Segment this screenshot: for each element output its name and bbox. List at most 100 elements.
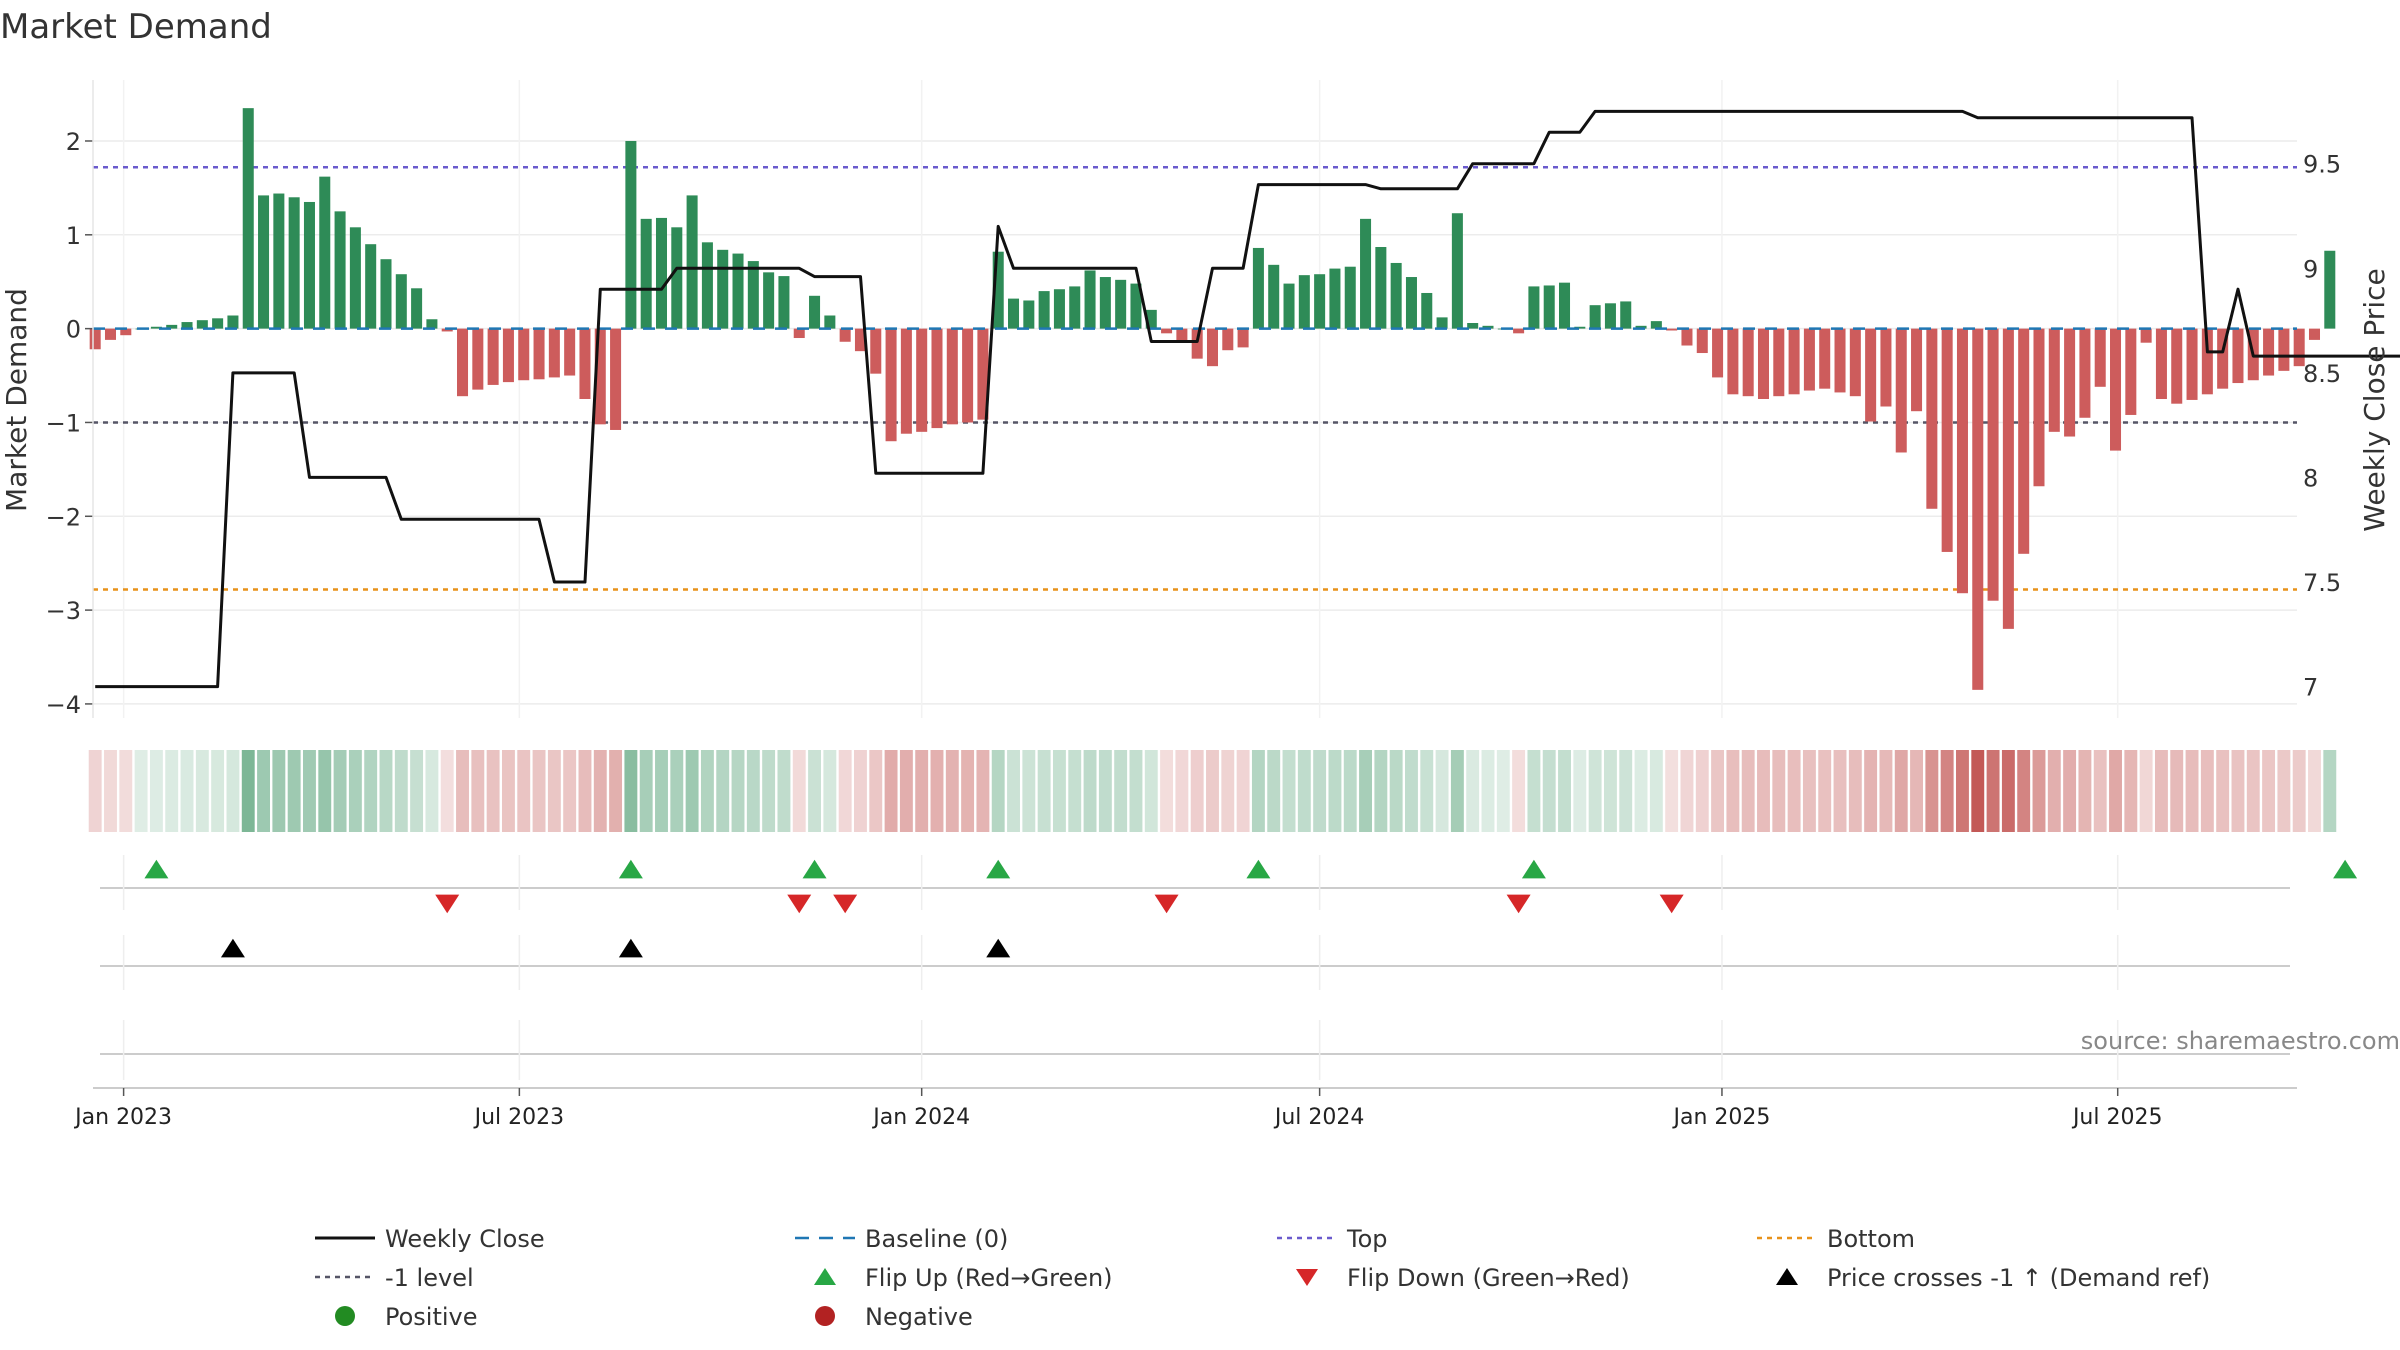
demand-bar [548,328,560,378]
flip-up-marker [986,859,1011,879]
heat-cell [1711,750,1725,832]
demand-bar [1360,218,1372,329]
demand-bar [1283,283,1295,329]
heat-cell [2323,750,2337,832]
heat-cell [1802,750,1816,832]
legend-label: Price crosses -1 ↑ (Demand ref) [1827,1264,2210,1292]
demand-bar [89,328,101,350]
heat-cell [2032,750,2046,832]
demand-bar [1834,328,1846,393]
heat-cell [976,750,990,832]
heat-cell [1910,750,1924,832]
heat-cell [471,750,485,832]
heat-cell [517,750,531,832]
demand-bar [809,295,821,329]
demand-bar [1911,328,1923,412]
heat-cell [2124,750,2138,832]
heat-cell [563,750,577,832]
demand-bar [1987,328,1999,601]
demand-bar [1314,274,1326,329]
demand-bar [1008,298,1020,329]
x-tick-label: Jul 2023 [473,1105,565,1130]
heat-cell [1343,750,1357,832]
demand-bar [1712,328,1724,378]
heat-cell [1420,750,1434,832]
source-note: source: sharemaestro.com [2081,1027,2400,1055]
heat-cell [1144,750,1158,832]
demand-bar [1819,328,1831,389]
legend-label: Baseline (0) [865,1225,1008,1253]
demand-bar [319,176,331,329]
heat-cell [241,750,255,832]
y2-tick-label: 8 [2303,464,2318,492]
heat-cell [1374,750,1388,832]
demand-heat-strip [88,750,2337,832]
heat-cell [593,750,607,832]
demand-bar [227,315,239,329]
heat-cell [930,750,944,832]
demand-bar [1865,328,1877,422]
demand-bar [472,328,484,390]
price-cross-marker [986,938,1011,958]
heat-cell [2262,750,2276,832]
demand-bar [457,328,469,397]
heat-cell [2292,750,2306,832]
heat-cell [2093,750,2107,832]
heat-cell [88,750,102,832]
demand-bar [655,217,668,329]
demand-bar [594,328,606,425]
heat-cell [1971,750,1985,832]
demand-bar [1390,262,1402,329]
heat-cell [410,750,424,832]
signal-panels [100,855,2358,1080]
heat-cell [2017,750,2031,832]
weekly-close-line [95,109,2400,689]
heat-cell [2200,750,2214,832]
legend-item: Weekly Close [315,1225,545,1253]
demand-bar [885,328,897,442]
demand-bar [1206,328,1219,367]
heat-cell [1068,750,1082,832]
heat-cell [2001,750,2015,832]
heat-cell [1558,750,1571,832]
demand-bar [1559,282,1571,329]
heat-cell [2154,750,2168,832]
heat-cell [961,750,975,832]
heat-cell [195,750,209,832]
demand-bar [854,328,866,352]
heat-cell [609,750,623,832]
heat-cell [1787,750,1801,832]
heat-cell [1573,750,1587,832]
heat-cell [2231,750,2245,832]
y-tick-label: −4 [46,691,81,719]
heat-cell [1925,750,1939,832]
heat-cell [1007,750,1020,832]
demand-bar [1191,328,1203,359]
heat-cell [1160,750,1174,832]
heat-cell [1496,750,1510,832]
heat-cell [1313,750,1327,832]
demand-bar [1574,326,1586,329]
heat-cell [685,750,699,832]
flip-up-marker [1521,859,1546,879]
flip-down-marker [1506,894,1531,914]
heat-cell [1894,750,1908,832]
demand-bar [1467,323,1479,329]
demand-bar [2110,328,2122,451]
chart-title: Market Demand [0,7,272,47]
demand-bar [2232,328,2244,384]
heat-cell [2139,750,2153,832]
heat-cell [991,750,1005,832]
heat-cell [1450,750,1464,832]
demand-bar [900,328,912,434]
demand-bar [1344,266,1356,329]
heat-cell [1512,750,1526,832]
heat-cell [716,750,730,832]
demand-bar [1268,264,1280,329]
legend-item: -1 level [315,1264,474,1292]
demand-bar [686,195,698,329]
heat-cell [364,750,378,832]
demand-bar [288,197,300,329]
x-tick-label: Jan 2025 [1671,1105,1770,1130]
flip-down-marker [435,894,460,914]
